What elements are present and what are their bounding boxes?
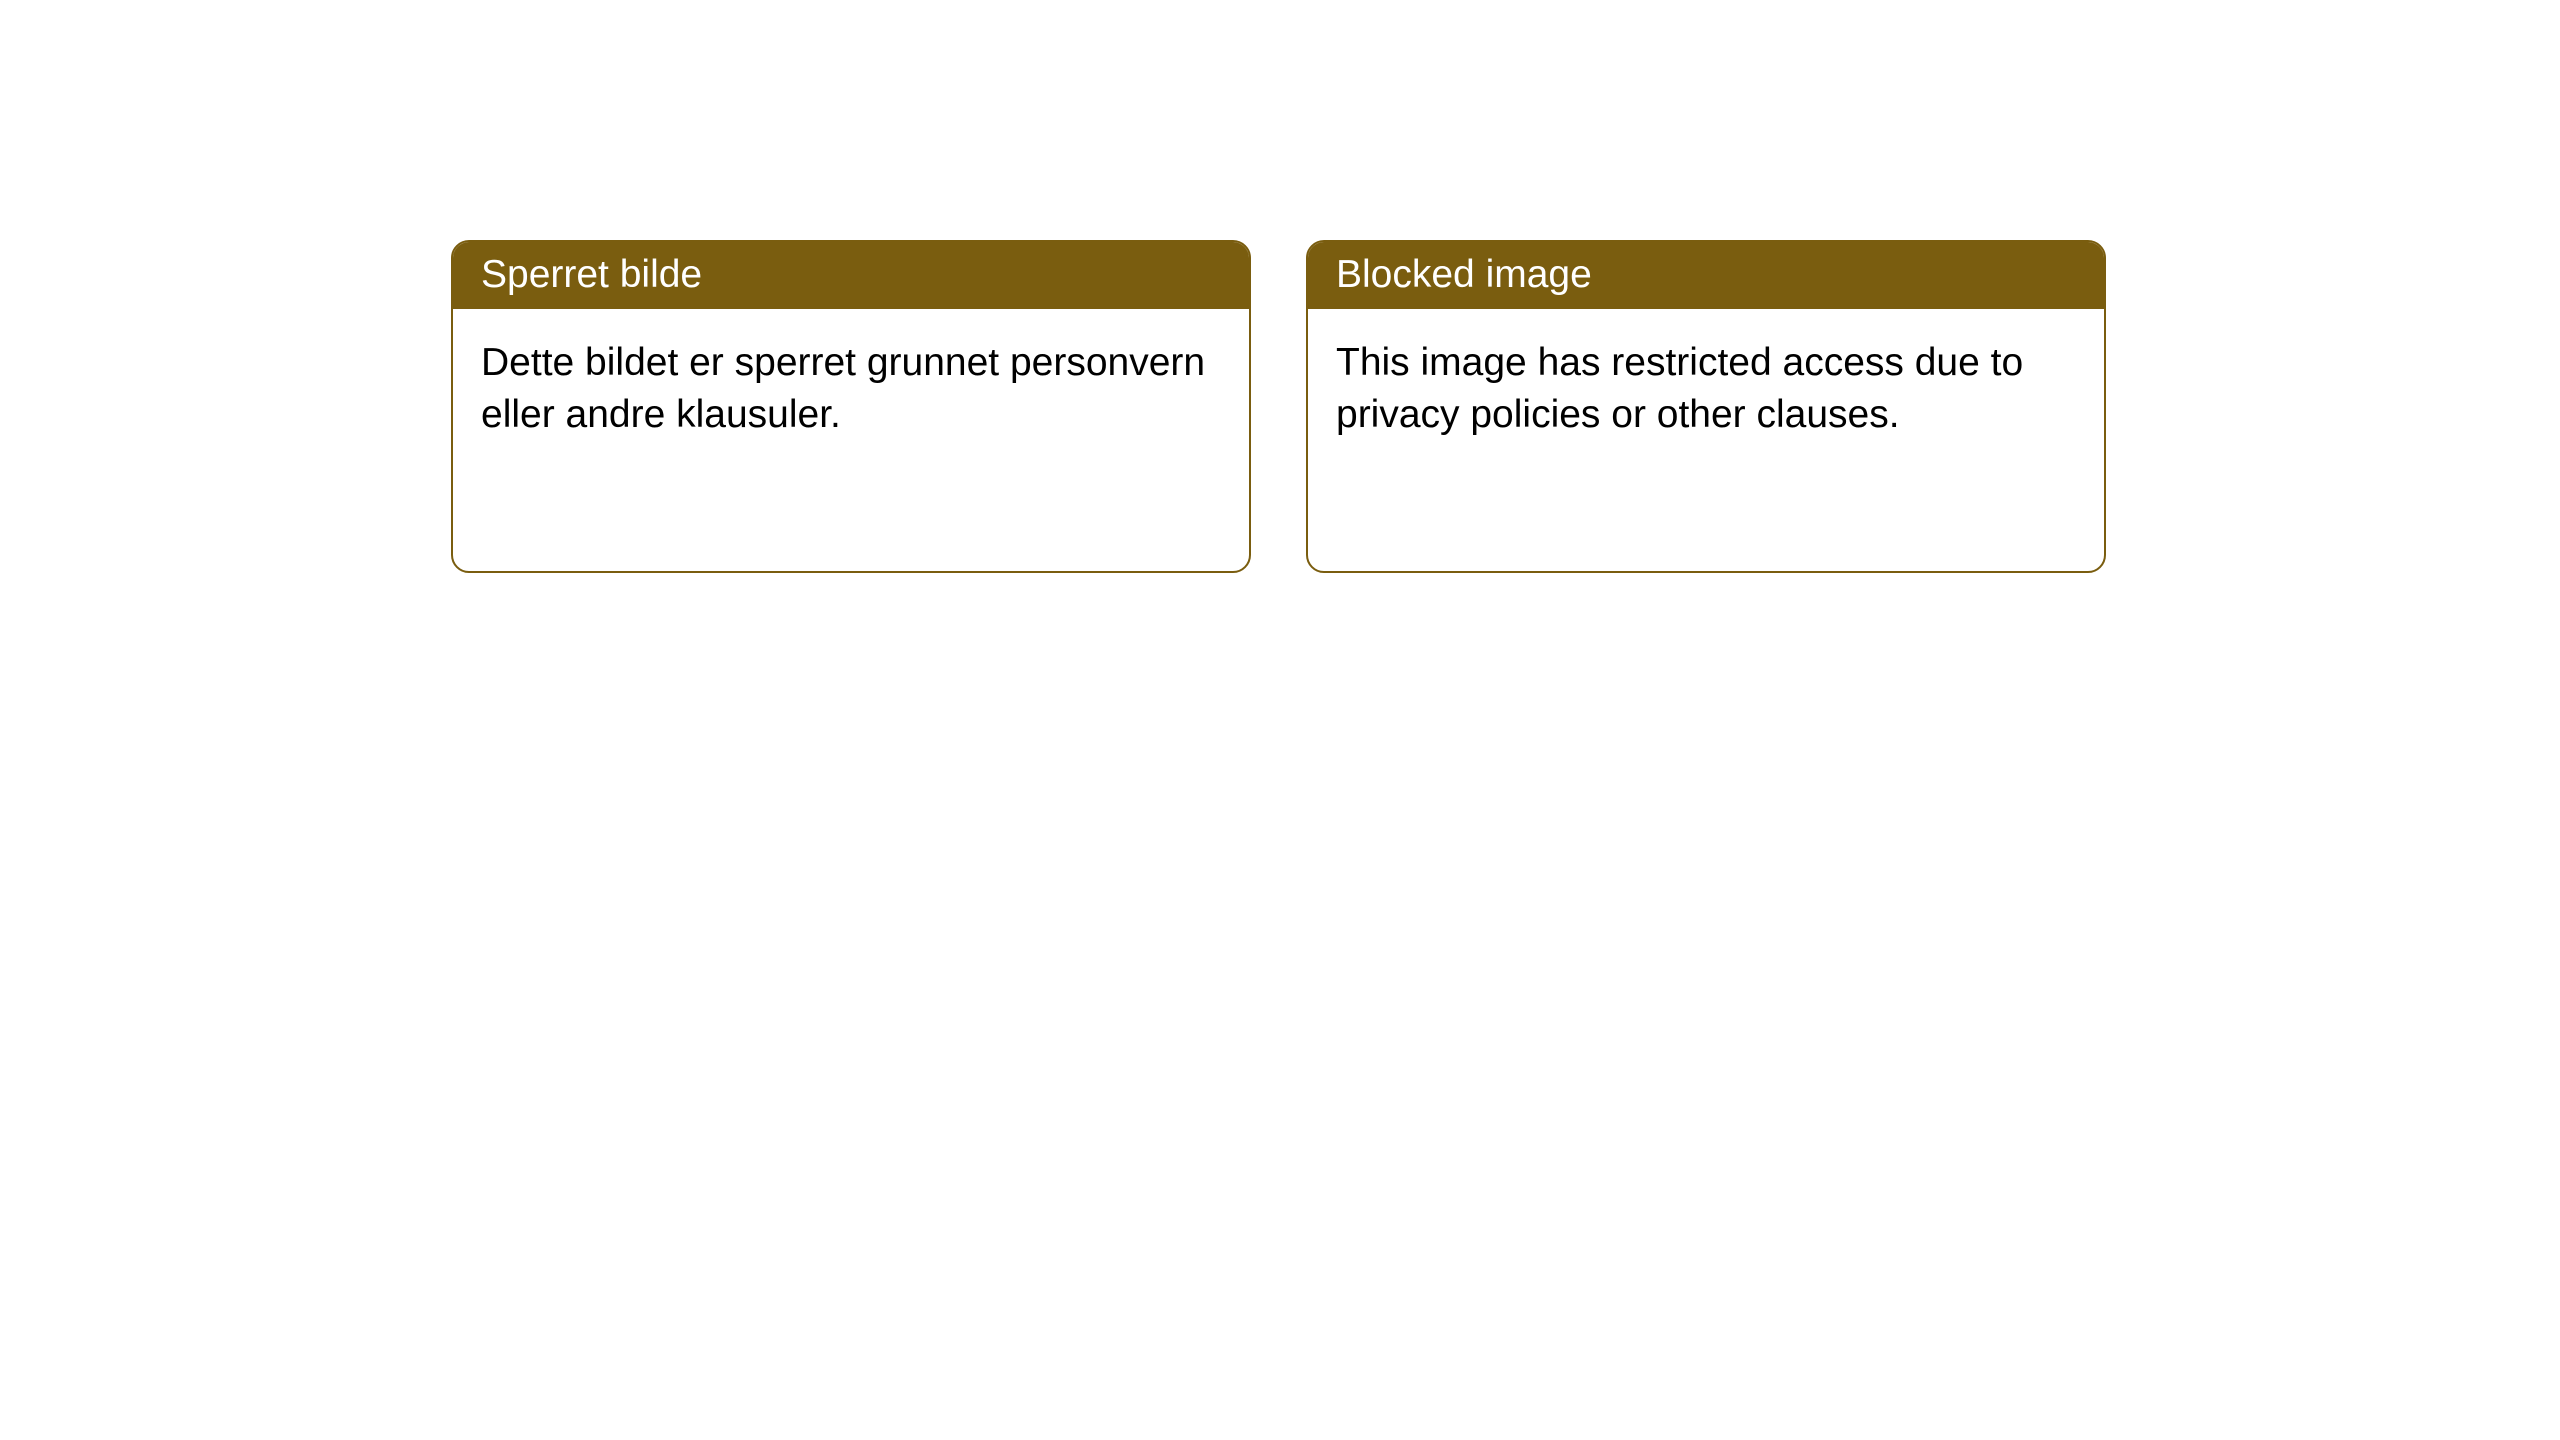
card-title: Sperret bilde <box>481 253 702 296</box>
card-title: Blocked image <box>1336 253 1592 296</box>
card-body-text: Dette bildet er sperret grunnet personve… <box>481 341 1205 437</box>
notice-container: Sperret bilde Dette bildet er sperret gr… <box>451 240 2106 573</box>
card-header: Sperret bilde <box>453 242 1249 309</box>
notice-card-english: Blocked image This image has restricted … <box>1306 240 2106 573</box>
card-body-text: This image has restricted access due to … <box>1336 341 2023 437</box>
card-header: Blocked image <box>1308 242 2104 309</box>
notice-card-norwegian: Sperret bilde Dette bildet er sperret gr… <box>451 240 1251 573</box>
card-body: Dette bildet er sperret grunnet personve… <box>453 309 1249 470</box>
card-body: This image has restricted access due to … <box>1308 309 2104 470</box>
